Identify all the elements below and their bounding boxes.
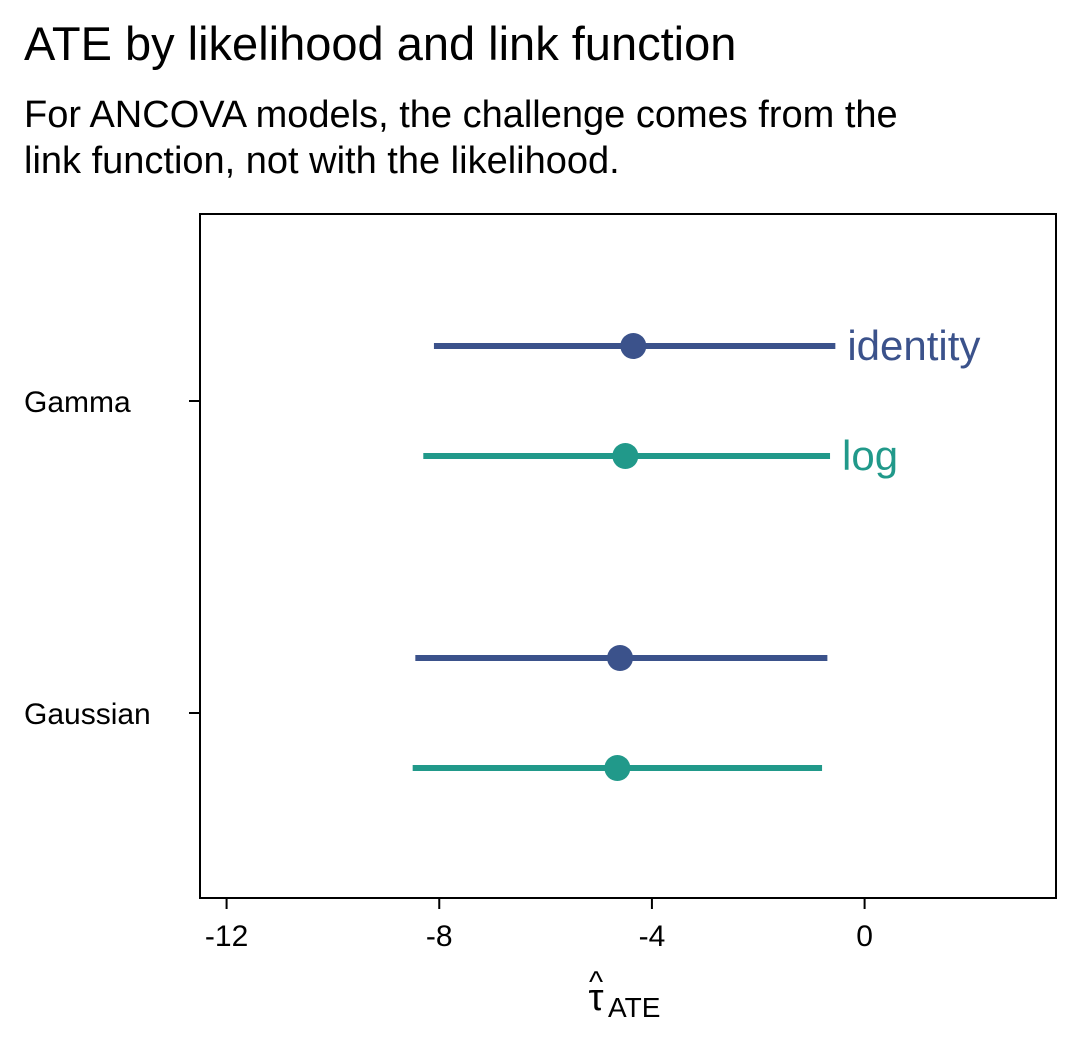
chart-title: ATE by likelihood and link function [24, 17, 737, 70]
y-tick-label-gaussian: Gaussian [24, 698, 151, 731]
subtitle-line-1: For ANCOVA models, the challenge comes f… [24, 94, 898, 136]
x-tick-label-0: -12 [205, 920, 248, 953]
chart-subtitle: For ANCOVA models, the challenge comes f… [24, 92, 1074, 184]
estimate-point-identity-gaussian [607, 645, 634, 671]
series-identity [415, 333, 836, 671]
inline-legend: identity log [842, 322, 980, 479]
y-tick-label-gamma: Gamma [24, 386, 131, 419]
estimate-point-log-gaussian [604, 755, 631, 781]
estimate-point-identity-gamma [620, 333, 647, 359]
plot-panel [199, 213, 1057, 899]
series-log [412, 443, 831, 781]
x-axis: -12 -8 -4 0 [205, 898, 873, 953]
y-axis: Gamma Gaussian [24, 386, 200, 731]
legend-label-log: log [842, 432, 898, 479]
x-tick-label-3: 0 [856, 920, 873, 953]
x-axis-title-symbol: τ [588, 977, 603, 1019]
x-axis-title-subscript: ATE [608, 992, 660, 1023]
x-tick-label-1: -8 [426, 920, 453, 953]
series-layer [412, 333, 836, 781]
legend-label-identity: identity [847, 322, 980, 369]
x-axis-title-hat: ^ [589, 966, 603, 999]
x-axis-title: ^ τ ATE [588, 966, 660, 1023]
estimate-point-log-gamma [612, 443, 639, 469]
subtitle-line-2: link function, not with the likelihood. [24, 140, 620, 182]
x-tick-label-2: -4 [639, 920, 666, 953]
